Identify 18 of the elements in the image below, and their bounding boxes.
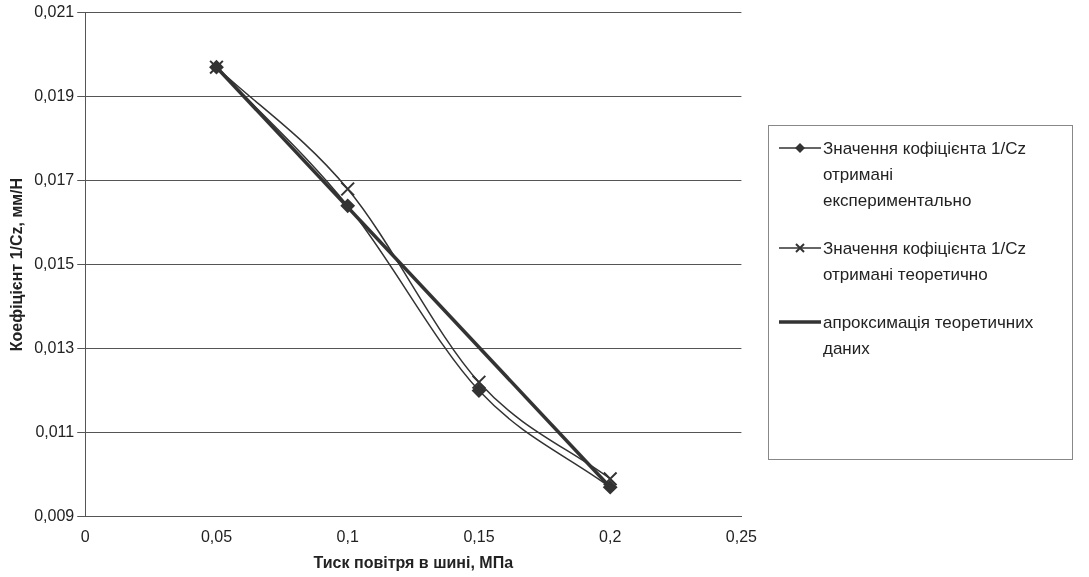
y-tick-label: 0,021 xyxy=(34,3,75,21)
x-tick-label: 0,15 xyxy=(463,527,495,545)
y-tick-label: 0,011 xyxy=(35,423,75,441)
y-tick-label: 0,019 xyxy=(34,87,75,105)
legend-label: Значення кофіцієнта 1/Cz отримані експериментально xyxy=(823,138,1027,212)
y-tick-label: 0,013 xyxy=(34,339,75,357)
y-tick-label: 0,015 xyxy=(34,255,75,273)
x-axis-title: Тиск повітря в шині, МПа xyxy=(313,553,514,571)
y-tick-label: 0,009 xyxy=(34,507,75,525)
x-tick-label: 0,2 xyxy=(599,527,622,545)
x-tick-label: 0 xyxy=(80,527,90,545)
y-tick-label: 0,017 xyxy=(34,171,75,189)
legend-label: Значення кофіцієнта 1/Cz отримані теоретично xyxy=(823,238,1027,286)
x-tick-label: 0,1 xyxy=(336,527,359,545)
y-axis-title: Коефіцієнт 1/Cz, мм/Н xyxy=(8,177,26,352)
legend-label: апроксимація теоретичних даних xyxy=(823,312,1035,360)
x-tick-label: 0,25 xyxy=(725,527,758,545)
x-tick-label: 0,05 xyxy=(200,527,233,545)
